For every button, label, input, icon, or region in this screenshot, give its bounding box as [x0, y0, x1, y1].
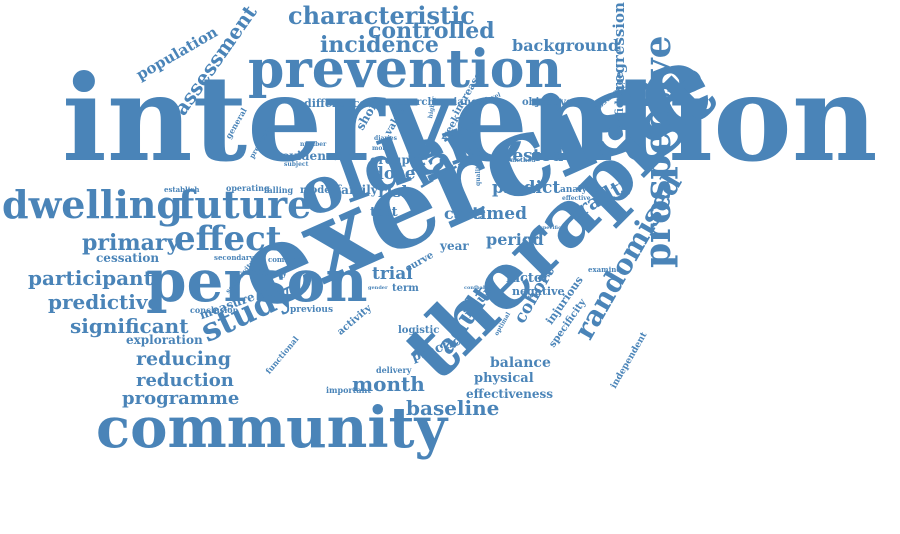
- word-nested: nested: [500, 146, 564, 166]
- word-predictive: predictive: [48, 290, 161, 314]
- word-establish: establish: [164, 185, 200, 194]
- word-risk: risk: [378, 182, 413, 201]
- word-significant: significant: [70, 314, 189, 338]
- word-exploration: exploration: [126, 333, 203, 347]
- word-specific: specific: [540, 225, 562, 231]
- word-year: year: [440, 239, 469, 253]
- word-model: model: [300, 185, 335, 196]
- word-negative: negative: [512, 285, 565, 298]
- word-diaries: diaries: [374, 135, 397, 142]
- word-effectiveness: effectiveness: [466, 387, 554, 401]
- word-effective: effective: [562, 195, 591, 202]
- word-dose: dose: [372, 164, 416, 184]
- word-conclusion: conclusion: [190, 305, 239, 315]
- word-independent: independent: [609, 330, 650, 391]
- word-trial: trial: [372, 264, 413, 284]
- word-previous: previous: [290, 305, 334, 315]
- word-family: family: [336, 183, 378, 197]
- word-programme: programme: [122, 388, 240, 409]
- word-variance: variance: [436, 97, 484, 108]
- word-care: care: [444, 204, 483, 223]
- word-incidence: incidence: [320, 32, 439, 58]
- word-method: method: [510, 157, 536, 164]
- word-effect: effect: [174, 219, 282, 259]
- word-quality: quality: [475, 162, 482, 186]
- word-balance: balance: [490, 355, 551, 371]
- word-participant: participant: [28, 266, 153, 290]
- word-secondary: secondary: [214, 253, 254, 262]
- word-controlled: controlled: [368, 18, 495, 44]
- word-delivery: delivery: [376, 365, 412, 375]
- word-physical: physical: [474, 371, 534, 386]
- word-point: point: [524, 235, 539, 241]
- word-reduction: reduction: [136, 370, 234, 391]
- word-factor: factor: [506, 271, 550, 286]
- word-history: history: [252, 269, 288, 279]
- word-characteristic: characteristic: [288, 1, 475, 30]
- word-evidence: evidence: [282, 149, 341, 163]
- word-dwelling: dwelling: [2, 182, 183, 227]
- word-operating: operating: [226, 183, 270, 193]
- word-future: future: [178, 182, 312, 227]
- word-difference: difference: [304, 97, 367, 110]
- word-objective: objective: [522, 97, 573, 108]
- word-period: period: [486, 230, 544, 249]
- word-reducing: reducing: [136, 348, 232, 370]
- word-person: person: [146, 247, 368, 315]
- word-primary: primary: [82, 230, 180, 256]
- word-prevention: prevention: [248, 39, 563, 100]
- word-gender: gender: [368, 285, 388, 291]
- word-research: research: [386, 97, 435, 108]
- word-falling: falling: [264, 185, 294, 195]
- word-logistic: logistic: [398, 325, 440, 336]
- word-timed: timed: [472, 204, 528, 224]
- word-predict: predict: [492, 178, 561, 198]
- word-baseline: baseline: [406, 396, 500, 420]
- word-functional: functional: [263, 334, 301, 376]
- word-number: number: [300, 141, 327, 148]
- word-month: month: [352, 372, 425, 396]
- word-analysis: analysis: [560, 185, 601, 195]
- word-important: important: [326, 385, 372, 395]
- word-intervention: intervention: [62, 49, 878, 188]
- word-background: background: [512, 36, 620, 55]
- word-cessation: cessation: [96, 251, 160, 265]
- word-subject: subject: [284, 161, 309, 168]
- word-group: group: [370, 153, 410, 167]
- word-confbal: confbal: [464, 285, 485, 291]
- word-test: test: [370, 205, 398, 220]
- word-term: term: [392, 283, 419, 294]
- word-more: more: [372, 145, 390, 152]
- word-examine: examine: [588, 265, 621, 274]
- word-common: common: [268, 255, 302, 264]
- word-community: community: [96, 395, 448, 461]
